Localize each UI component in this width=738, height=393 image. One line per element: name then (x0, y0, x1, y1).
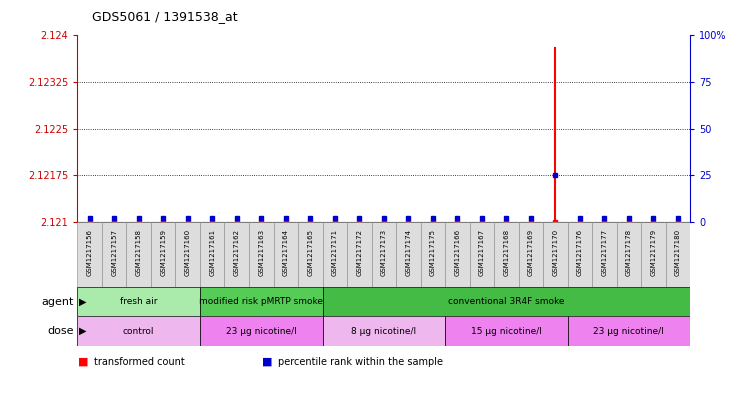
Text: GSM1217163: GSM1217163 (258, 228, 264, 275)
Text: GSM1217161: GSM1217161 (210, 228, 215, 275)
Text: GSM1217175: GSM1217175 (430, 228, 435, 275)
Bar (568, 222, 592, 287)
Bar (543, 222, 568, 287)
Text: percentile rank within the sample: percentile rank within the sample (278, 356, 444, 367)
Text: 23 μg nicotine/l: 23 μg nicotine/l (226, 327, 297, 336)
Text: GSM1217179: GSM1217179 (650, 228, 656, 275)
Bar (176, 222, 200, 287)
Bar (224, 222, 249, 287)
Text: GSM1217176: GSM1217176 (577, 228, 583, 275)
Bar (323, 287, 690, 316)
Text: GSM1217173: GSM1217173 (381, 228, 387, 275)
Text: GSM1217167: GSM1217167 (479, 228, 485, 275)
Bar (77, 287, 200, 316)
Text: GSM1217178: GSM1217178 (626, 228, 632, 275)
Bar (249, 222, 274, 287)
Text: GSM1217171: GSM1217171 (332, 228, 338, 275)
Text: 23 μg nicotine/l: 23 μg nicotine/l (593, 327, 664, 336)
Text: conventional 3R4F smoke: conventional 3R4F smoke (448, 297, 565, 306)
Bar (616, 222, 641, 287)
Text: agent: agent (41, 297, 74, 307)
Text: GSM1217172: GSM1217172 (356, 228, 362, 275)
Text: GSM1217180: GSM1217180 (675, 228, 680, 275)
Bar (200, 316, 323, 346)
Text: GSM1217157: GSM1217157 (111, 228, 117, 275)
Bar (568, 316, 690, 346)
Bar (641, 222, 666, 287)
Bar (323, 316, 445, 346)
Text: GSM1217158: GSM1217158 (136, 228, 142, 275)
Bar (126, 222, 151, 287)
Text: fresh air: fresh air (120, 297, 157, 306)
Text: GSM1217169: GSM1217169 (528, 228, 534, 275)
Bar (77, 316, 200, 346)
Bar (494, 222, 519, 287)
Text: 8 μg nicotine/l: 8 μg nicotine/l (351, 327, 416, 336)
Text: ▶: ▶ (79, 297, 86, 307)
Bar (323, 222, 347, 287)
Bar (274, 222, 298, 287)
Text: GSM1217156: GSM1217156 (87, 228, 93, 275)
Bar (396, 222, 421, 287)
Text: ▶: ▶ (79, 326, 86, 336)
Bar (469, 222, 494, 287)
Bar (371, 222, 396, 287)
Bar (666, 222, 690, 287)
Text: GSM1217165: GSM1217165 (307, 228, 313, 275)
Bar (347, 222, 371, 287)
Bar (77, 222, 102, 287)
Bar (519, 222, 543, 287)
Text: GSM1217177: GSM1217177 (601, 228, 607, 275)
Text: GSM1217166: GSM1217166 (455, 228, 461, 275)
Text: GSM1217168: GSM1217168 (503, 228, 509, 275)
Text: transformed count: transformed count (94, 356, 184, 367)
Text: GSM1217170: GSM1217170 (552, 228, 558, 275)
Bar (200, 222, 224, 287)
Bar (421, 222, 445, 287)
Bar (151, 222, 176, 287)
Text: GSM1217164: GSM1217164 (283, 228, 289, 275)
Bar (102, 222, 126, 287)
Text: control: control (123, 327, 154, 336)
Bar (298, 222, 323, 287)
Text: ■: ■ (262, 356, 272, 367)
Text: GSM1217160: GSM1217160 (184, 228, 190, 275)
Text: dose: dose (47, 326, 74, 336)
Bar (200, 287, 323, 316)
Bar (445, 316, 568, 346)
Text: 15 μg nicotine/l: 15 μg nicotine/l (471, 327, 542, 336)
Bar (445, 222, 469, 287)
Text: ■: ■ (77, 356, 88, 367)
Text: GSM1217162: GSM1217162 (234, 228, 240, 275)
Text: GSM1217159: GSM1217159 (160, 228, 166, 275)
Text: GDS5061 / 1391538_at: GDS5061 / 1391538_at (92, 10, 238, 23)
Text: modified risk pMRTP smoke: modified risk pMRTP smoke (199, 297, 323, 306)
Text: GSM1217174: GSM1217174 (405, 228, 411, 275)
Bar (592, 222, 616, 287)
